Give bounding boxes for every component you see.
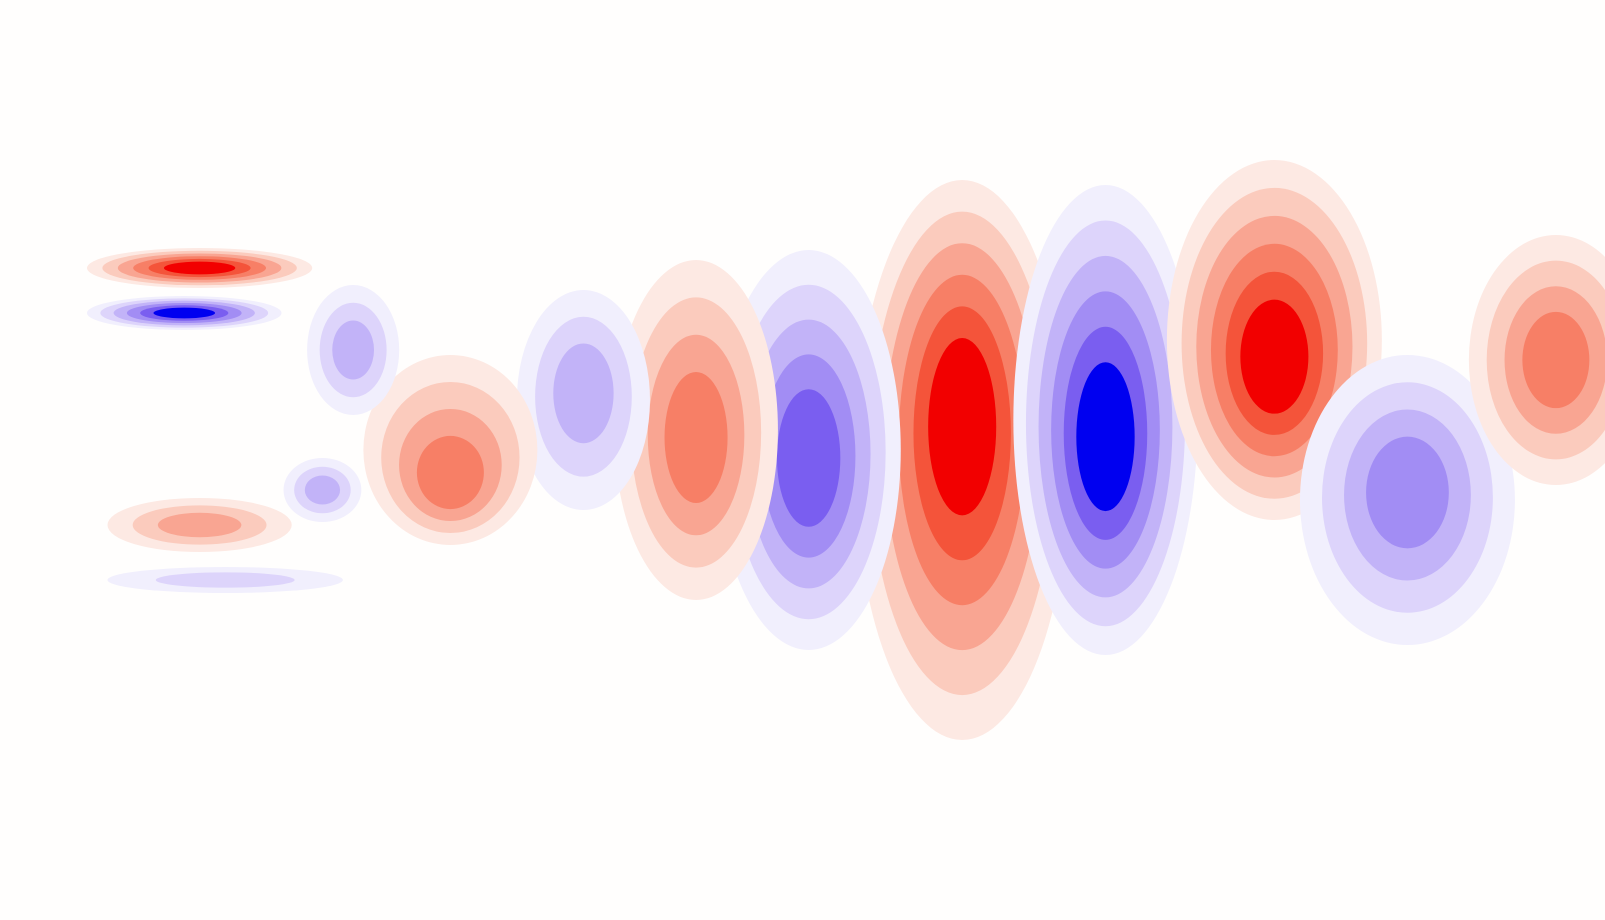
blue-contour [553,343,614,444]
blue-contour [304,475,341,505]
blue-contour [1076,362,1135,512]
red-contour [157,512,242,538]
red-contour [1522,311,1590,409]
blue-contour [155,572,295,588]
red-contour [1240,299,1309,414]
blue-contour [153,307,216,319]
red-contour [664,372,728,503]
red-contour [928,338,997,516]
contour-blobs [87,160,1605,740]
red-contour [416,435,484,510]
blue-contour [332,320,375,380]
red-contour [163,261,236,275]
blue-contour [1366,436,1449,549]
blue-contour [776,389,841,527]
